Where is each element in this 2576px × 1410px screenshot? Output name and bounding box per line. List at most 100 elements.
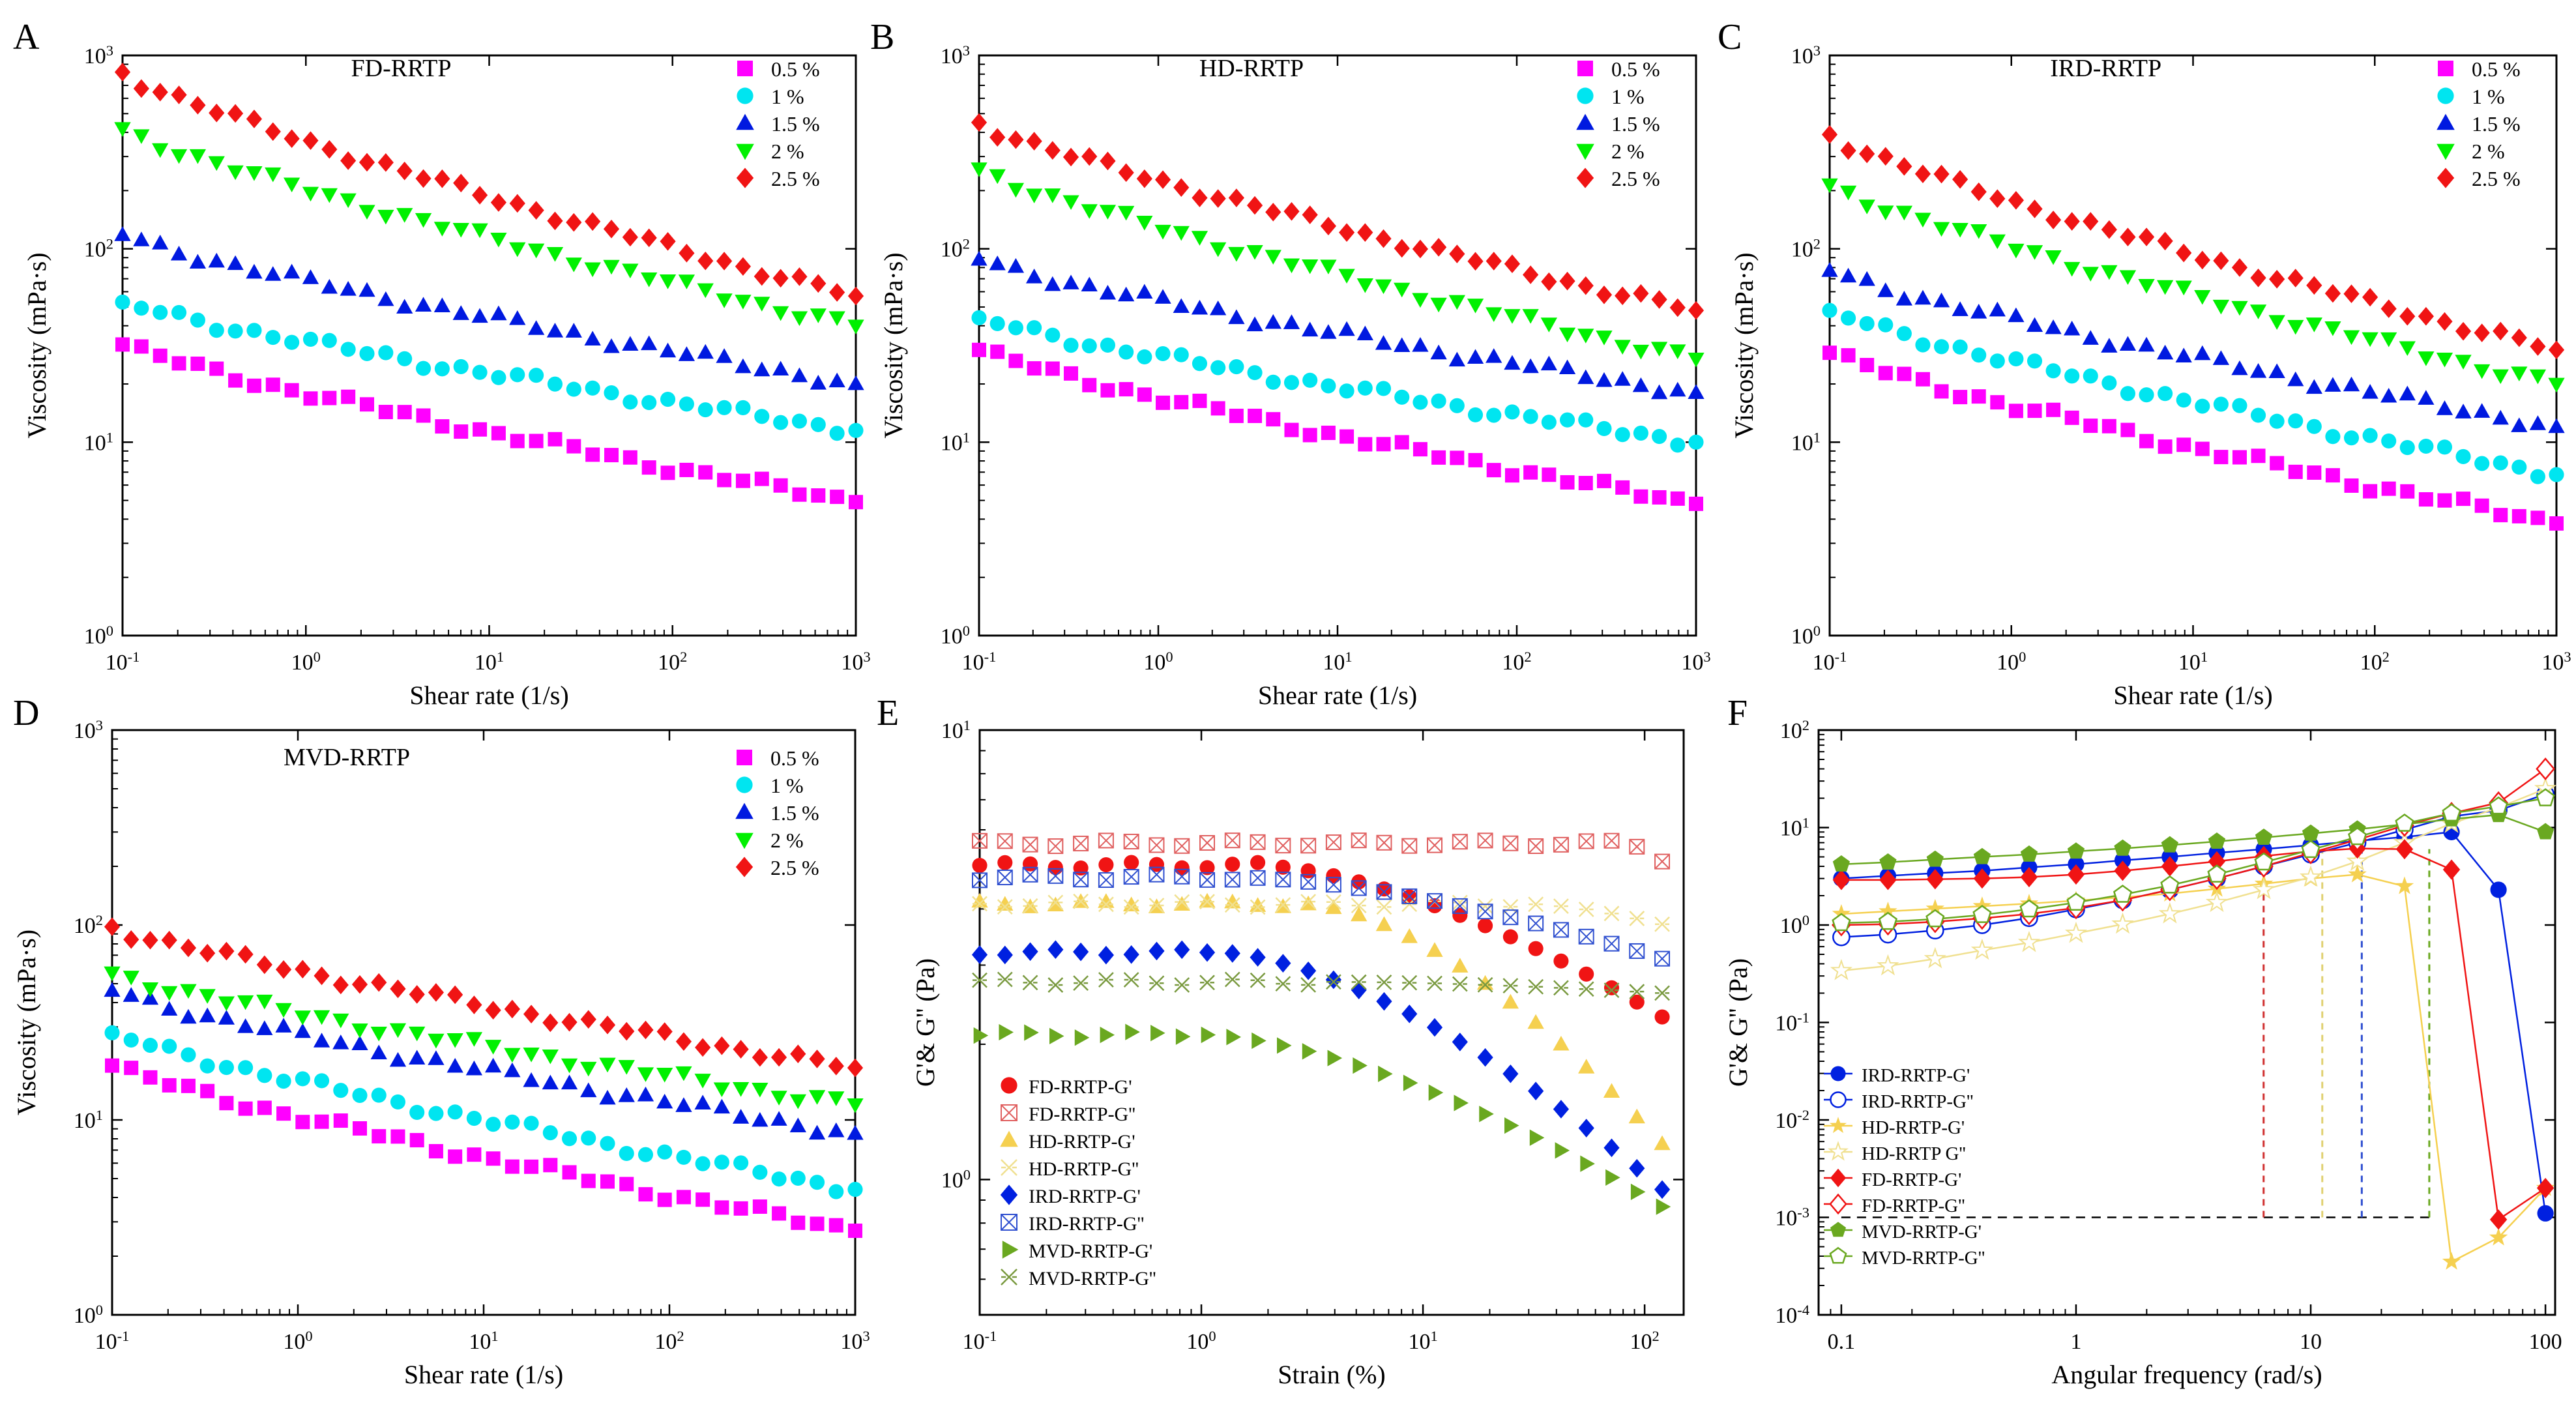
- data-point: [971, 310, 987, 325]
- data-point: [218, 1060, 234, 1076]
- data-point: [133, 231, 150, 246]
- data-point: [656, 1068, 673, 1083]
- data-point: [2083, 419, 2098, 433]
- data-point: [1449, 244, 1465, 263]
- y-axis-label: Viscosity (mPa·s): [879, 252, 908, 438]
- legend-marker: [1830, 1066, 1846, 1081]
- data-point: [1063, 338, 1079, 353]
- data-point: [351, 1023, 368, 1038]
- data-point: [180, 984, 197, 999]
- data-point: [302, 331, 319, 347]
- data-point: [360, 397, 374, 412]
- data-point: [678, 274, 695, 289]
- data-point: [218, 941, 235, 961]
- data-point: [1156, 395, 1171, 410]
- data-point: [1136, 284, 1153, 299]
- data-point: [1154, 289, 1171, 304]
- data-point: [2158, 386, 2173, 402]
- data-point: [1022, 942, 1038, 962]
- data-point: [190, 312, 205, 328]
- data-point: [1300, 838, 1317, 854]
- data-point: [2305, 379, 2322, 394]
- data-point: [389, 1023, 407, 1038]
- data-point: [1123, 972, 1139, 988]
- data-point: [527, 243, 545, 259]
- data-point: [265, 377, 280, 392]
- data-point: [114, 226, 131, 241]
- marker-box: [1174, 838, 1190, 854]
- data-point: [238, 1101, 253, 1116]
- x-tick-label: 101: [1408, 1328, 1437, 1355]
- data-point: [1652, 428, 1667, 445]
- legend: 0.5 % 1 % 1.5 % 2 % 2.5 %: [1576, 57, 1660, 190]
- data-point: [453, 173, 469, 193]
- marker-box: [1528, 915, 1544, 932]
- data-point: [2288, 464, 2303, 479]
- data-point: [1426, 1018, 1443, 1037]
- data-point: [2082, 330, 2099, 345]
- data-point: [1542, 467, 1557, 482]
- data-point: [208, 252, 225, 268]
- data-point: [2068, 856, 2085, 873]
- y-axis-label: Viscosity (mPa·s): [12, 930, 41, 1115]
- data-point: [1228, 188, 1244, 207]
- data-point: [585, 380, 600, 396]
- data-point: [1629, 838, 1645, 855]
- data-point: [246, 378, 261, 393]
- data-point: [491, 370, 506, 385]
- data-point: [359, 205, 375, 220]
- data-point: [2101, 338, 2118, 353]
- data-point: [1099, 205, 1117, 220]
- series-line: [1841, 874, 2547, 1263]
- marker-box: [1452, 898, 1468, 914]
- x-tick-label: 1: [2070, 1330, 2081, 1354]
- data-point: [1553, 1100, 1570, 1119]
- plot-frame: [978, 729, 1685, 1316]
- data-point: [1926, 850, 1944, 867]
- y-tick-label: 10-3: [1775, 1204, 1809, 1231]
- data-point: [1047, 894, 1064, 911]
- data-point: [1877, 205, 1894, 220]
- marker-box: [1250, 870, 1266, 886]
- data-point: [1275, 976, 1291, 992]
- panel-F: F 0.1 1 10 100 10-4 10-3 10-2 10-1 100 101 102 Angul…: [1723, 693, 2562, 1389]
- data-point: [1578, 1059, 1595, 1074]
- data-point: [2175, 347, 2192, 362]
- data-point: [2082, 267, 2099, 282]
- data-point: [377, 153, 394, 172]
- data-point: [162, 1078, 177, 1093]
- data-point: [752, 1082, 768, 1098]
- data-point: [1210, 189, 1226, 208]
- series-0-5-: [1822, 345, 2564, 531]
- data-point: [1302, 372, 1318, 388]
- legend-label: 1.5 %: [2472, 112, 2521, 136]
- y-axis-label: G'& G'' (Pa): [911, 958, 940, 1087]
- data-point: [2046, 402, 2061, 417]
- data-point: [2250, 268, 2266, 287]
- data-point: [161, 930, 177, 950]
- data-point: [1098, 972, 1114, 988]
- data-point: [1603, 905, 1620, 922]
- marker-box: [1553, 922, 1569, 938]
- marker-box: [1629, 943, 1645, 959]
- data-point: [1467, 407, 1484, 422]
- data-point: [2114, 839, 2131, 856]
- data-point: [2344, 478, 2359, 493]
- legend-label: 0.5 %: [771, 57, 820, 81]
- data-point: [2489, 1209, 2508, 1230]
- data-point: [1430, 297, 1447, 313]
- data-point: [1356, 325, 1373, 341]
- data-point: [848, 422, 864, 438]
- legend-marker: [1828, 1141, 1849, 1161]
- data-point: [2395, 876, 2414, 894]
- y-tick-label: 101: [1780, 814, 1809, 841]
- data-point: [1062, 274, 1079, 289]
- data-point: [2120, 386, 2135, 402]
- data-point: [1022, 866, 1038, 883]
- data-point: [1973, 847, 1991, 864]
- data-point: [829, 426, 845, 441]
- x-tick-label: 101: [475, 649, 504, 675]
- data-point: [1174, 868, 1190, 885]
- marker-box: [1250, 834, 1266, 850]
- data-point: [2455, 355, 2472, 370]
